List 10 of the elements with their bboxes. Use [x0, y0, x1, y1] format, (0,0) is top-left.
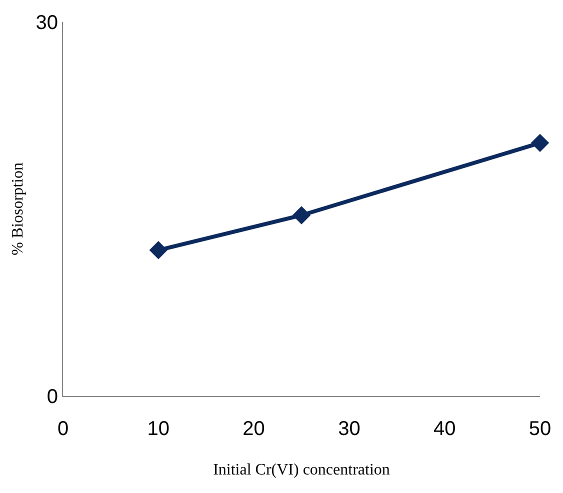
x-axis-title: Initial Cr(VI) concentration: [213, 462, 390, 479]
x-tick-label: 20: [242, 418, 265, 440]
x-tick-label: 50: [528, 418, 552, 440]
x-tick-label: 30: [338, 418, 360, 440]
x-tick-label: 40: [433, 418, 456, 440]
y-axis-title: % Biosorption: [10, 162, 27, 256]
point: [292, 206, 311, 224]
point: [149, 241, 168, 260]
x-tick-label: 10: [147, 418, 170, 440]
point: [530, 134, 550, 152]
